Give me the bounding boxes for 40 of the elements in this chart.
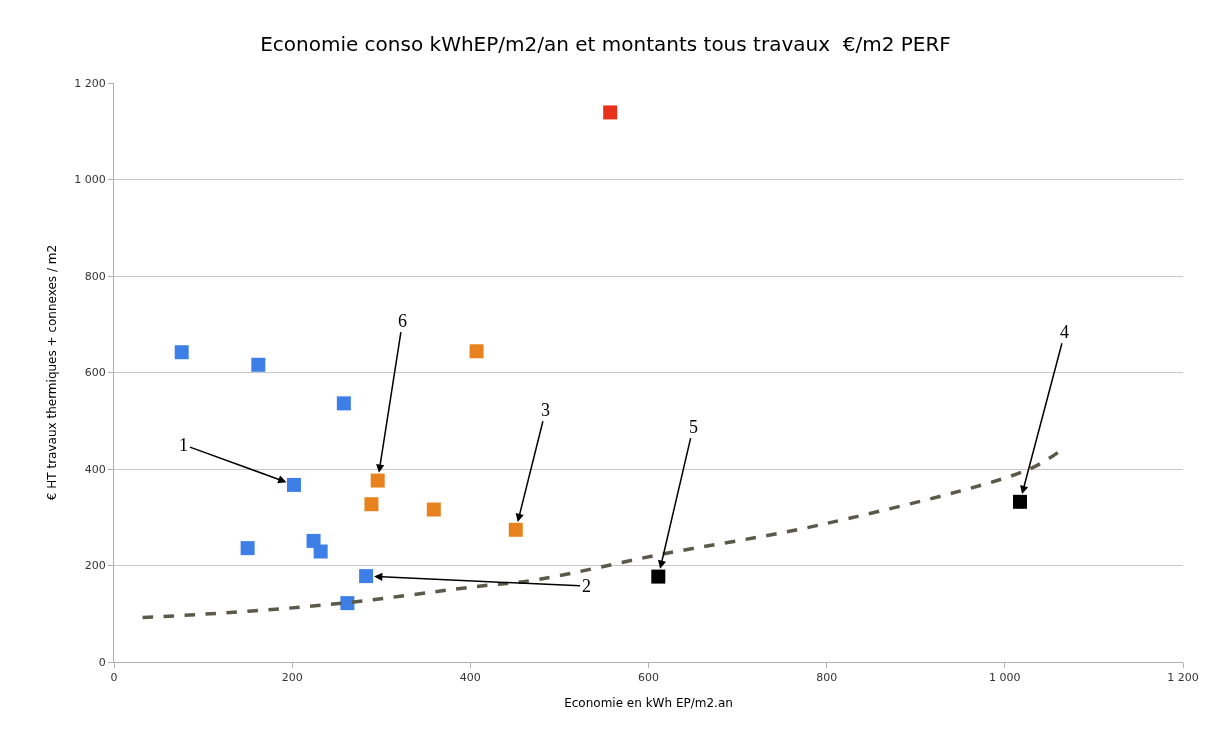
point: [313, 544, 328, 559]
y-tick-label: 400: [84, 462, 106, 476]
x-tick-label: 1 000: [989, 671, 1021, 685]
point: [469, 344, 484, 359]
y-tick-label: 1 000: [74, 173, 106, 187]
y-tick-label: 800: [84, 269, 106, 283]
point: [336, 396, 351, 411]
x-tick-label: 600: [638, 671, 659, 685]
point: [340, 596, 355, 611]
line-series: [140, 449, 1061, 620]
annotation: 1: [179, 435, 188, 455]
chart-title: Economie conso kWhEP/m2/an et montants tous travaux €/m2 PERF: [260, 32, 951, 57]
y-tick-label: 200: [84, 559, 106, 573]
x-tick-label: 0: [110, 671, 118, 685]
annotation: 5: [689, 417, 698, 437]
point: [1012, 494, 1027, 509]
point: [174, 345, 189, 360]
x-tick-label: 800: [816, 671, 838, 685]
annotation: 6: [398, 311, 407, 331]
annotation: 3: [541, 400, 550, 420]
point: [359, 569, 374, 584]
point: [603, 105, 618, 120]
point: [651, 569, 666, 584]
point: [286, 477, 301, 492]
x-tick-label: 400: [459, 671, 481, 685]
y-tick-label: 600: [84, 366, 106, 380]
point: [251, 357, 266, 372]
y-tick-label: 0: [98, 655, 106, 669]
annotation: 2: [582, 576, 591, 596]
point: [364, 497, 379, 512]
x-axis-title: Economie en kWh EP/m2.an: [564, 696, 733, 711]
point: [370, 473, 385, 488]
point: [426, 502, 441, 517]
y-tick-label: 1 200: [74, 76, 106, 90]
x-tick-label: 200: [281, 671, 303, 685]
y-axis-title: € HT travaux thermiques + connexes / m2: [44, 244, 59, 501]
point: [508, 522, 523, 537]
point: [240, 541, 255, 556]
x-tick-label: 1 200: [1167, 671, 1199, 685]
annotation: 4: [1060, 322, 1069, 342]
